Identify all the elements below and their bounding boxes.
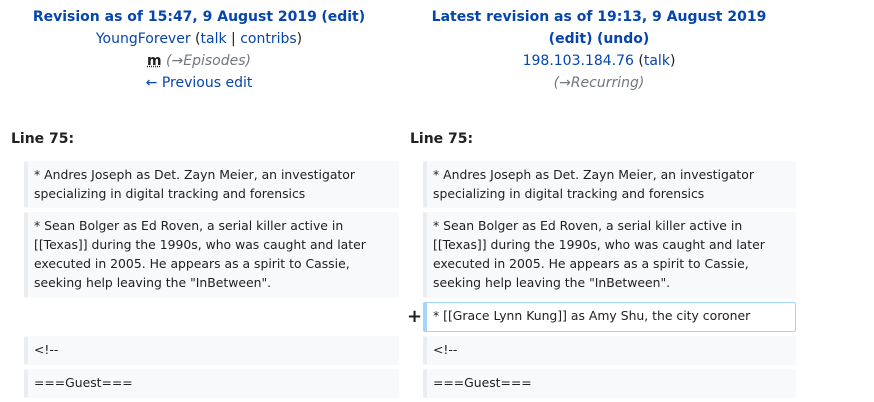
undo-link[interactable]: (undo) xyxy=(596,31,650,47)
diff-context-left: * Sean Bolger as Ed Roven, a serial kill… xyxy=(24,212,399,298)
new-edit-link[interactable]: (edit) xyxy=(548,31,593,47)
old-revision-header: Revision as of 15:47, 9 August 2019 (edi… xyxy=(0,6,398,94)
new-edit-summary[interactable]: (→Recurring) xyxy=(553,75,645,91)
line-number-right: Line 75: xyxy=(410,131,474,147)
old-revision-summary: m (→Episodes) xyxy=(0,50,398,72)
diff-context-left: <!-- xyxy=(24,336,399,365)
diff-added-line: * [[Grace Lynn Kung]] as Amy Shu, the ci… xyxy=(423,302,796,332)
diff-context-left: ===Guest=== xyxy=(24,369,399,398)
diff-context-right: * Andres Joseph as Det. Zayn Meier, an i… xyxy=(423,161,796,208)
line-number-left: Line 75: xyxy=(11,131,75,147)
old-revision-title: Revision as of 15:47, 9 August 2019 (edi… xyxy=(0,6,398,28)
old-user-link[interactable]: YoungForever xyxy=(95,31,191,47)
diff-context-right: ===Guest=== xyxy=(423,369,796,398)
new-revision-link[interactable]: Latest revision as of 19:13, 9 August 20… xyxy=(431,9,767,25)
old-edit-link[interactable]: (edit) xyxy=(321,9,366,25)
old-edit-summary[interactable]: (→Episodes) xyxy=(166,53,251,69)
new-revision-header: Latest revision as of 19:13, 9 August 20… xyxy=(431,9,767,91)
old-user-contribs-link[interactable]: contribs xyxy=(240,31,297,47)
new-user-talk-link[interactable]: talk xyxy=(643,53,670,69)
diff-context-right: <!-- xyxy=(423,336,796,365)
previous-edit-link[interactable]: ← Previous edit xyxy=(145,75,253,91)
old-revision-link[interactable]: Revision as of 15:47, 9 August 2019 xyxy=(32,9,317,25)
new-user-link[interactable]: 198.103.184.76 xyxy=(522,53,634,69)
diff-context-right: * Sean Bolger as Ed Roven, a serial kill… xyxy=(423,212,796,298)
added-line-marker: + xyxy=(407,306,423,327)
old-revision-user-line: YoungForever (talk | contribs) xyxy=(95,31,303,47)
old-user-talk-link[interactable]: talk xyxy=(200,31,227,47)
minor-edit-badge: m xyxy=(147,53,162,69)
diff-context-left: * Andres Joseph as Det. Zayn Meier, an i… xyxy=(24,161,399,208)
